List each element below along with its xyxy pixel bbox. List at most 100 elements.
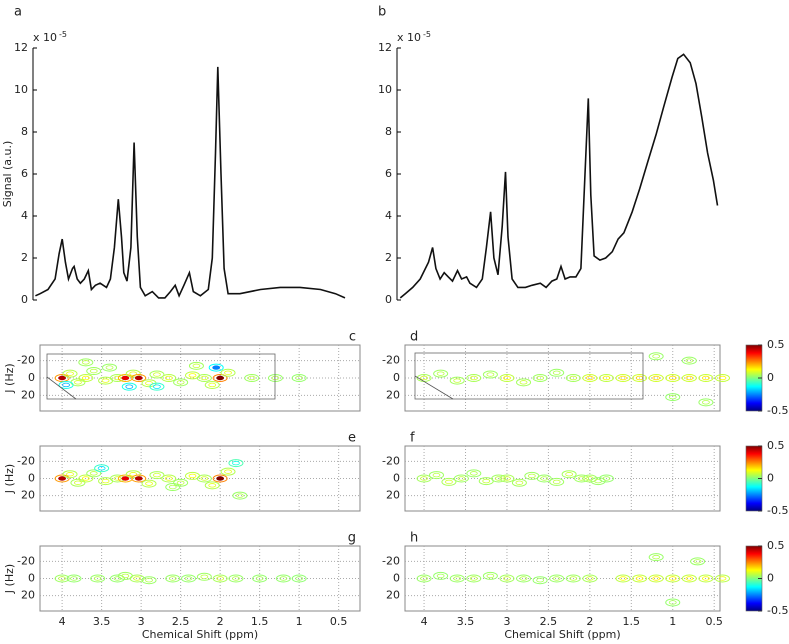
contour-ring [665, 393, 681, 402]
contour-ring [131, 474, 147, 483]
contour-ring [499, 474, 515, 483]
contour-ring [228, 574, 244, 583]
contour-core [577, 476, 586, 481]
contour-core [125, 384, 134, 389]
contour-core [89, 368, 98, 374]
y-tick-label: 0 [28, 472, 35, 485]
y-tick-label: 20 [386, 489, 400, 502]
contour-core [168, 484, 177, 490]
contour-ring [275, 574, 291, 583]
y-tick-label: 0 [28, 371, 35, 384]
contour-core [436, 371, 445, 376]
contour-core [247, 375, 256, 381]
contour-core [66, 371, 74, 376]
contour-ring [62, 369, 78, 378]
contour-core [58, 476, 67, 481]
contour-blob [173, 478, 189, 487]
x-tick-label: 1.5 [623, 615, 641, 628]
contour-core [552, 576, 561, 581]
contour-blob [90, 574, 106, 583]
contour-blob [714, 574, 730, 583]
contour-blob [449, 574, 465, 583]
colorbar-label: 0 [767, 371, 774, 384]
contour-core [685, 375, 694, 381]
contour-ring [149, 471, 165, 480]
contour-blob [267, 374, 283, 382]
contour-blob [648, 574, 664, 583]
contour-core [718, 375, 727, 381]
contour-core [585, 576, 594, 581]
contour-core [685, 576, 694, 581]
contour-core [145, 481, 153, 486]
contour-core [62, 382, 70, 388]
contour-core [89, 471, 98, 476]
contour-blob [466, 469, 482, 478]
contour-ring [58, 380, 74, 389]
y-tick-label: 20 [21, 489, 35, 502]
contour-core [74, 380, 82, 385]
contour-core [619, 576, 627, 581]
contour-ring [212, 374, 228, 382]
contour-ring [665, 374, 681, 382]
y-tick-label: 0 [21, 293, 28, 306]
plot-frame [404, 344, 721, 412]
contour-blob [536, 474, 552, 483]
contour-blob [212, 374, 228, 382]
contour-ring [173, 378, 189, 387]
contour-ring [632, 374, 648, 382]
contour-ring [632, 574, 648, 583]
x-tick-label: 4 [59, 615, 66, 628]
y-tick-label: -20 [382, 354, 400, 367]
contour-core [74, 480, 82, 485]
x-tick-label: 0.5 [330, 615, 348, 628]
contour-core [168, 576, 177, 581]
contour-blob [204, 481, 220, 490]
roi-edge [414, 375, 454, 400]
contour-core [569, 576, 578, 581]
contour-core [232, 576, 240, 581]
contour-ring [125, 470, 141, 479]
colorbar-label: -0.5 [767, 404, 788, 417]
multiplier-text: x 10 [33, 31, 57, 44]
contour-blob [449, 376, 465, 385]
y-tick-label: -20 [382, 454, 400, 467]
contour-core [81, 476, 90, 481]
contour-core [693, 559, 702, 564]
contour-blob [54, 374, 70, 382]
contour-blob [54, 574, 70, 583]
contour-ring [109, 574, 125, 583]
contour-blob [70, 478, 86, 487]
contour-ring [62, 470, 78, 479]
contour-ring [416, 474, 432, 483]
contour-blob [121, 382, 137, 391]
contour-ring [149, 370, 165, 379]
contour-blob [66, 574, 82, 583]
contour-blob [532, 374, 548, 382]
contour-ring [574, 474, 590, 483]
y-tick-label: 20 [21, 388, 35, 401]
contour-ring [433, 571, 449, 580]
contour-blob [62, 470, 78, 479]
contour-core [145, 578, 153, 583]
colorbar-label: 0.5 [767, 439, 785, 452]
contour-core [208, 483, 217, 488]
contour-ring [121, 382, 137, 391]
contour-ring [196, 474, 212, 483]
contour-blob [466, 374, 482, 382]
contour-core [121, 375, 130, 381]
contour-ring [516, 378, 532, 387]
contour-core [702, 375, 710, 381]
contour-blob [252, 574, 268, 583]
contour-core [188, 373, 197, 378]
contour-blob [129, 574, 145, 583]
y-tick-label: -20 [382, 554, 400, 567]
y-axis-label: Signal (a.u.) [1, 141, 14, 208]
x-tick-label: 2 [217, 615, 224, 628]
contour-blob [102, 363, 118, 372]
contour-core [184, 576, 193, 581]
y-tick-label: -20 [17, 554, 35, 567]
contour-blob [561, 470, 577, 479]
x-tick-label: 1.5 [251, 615, 269, 628]
